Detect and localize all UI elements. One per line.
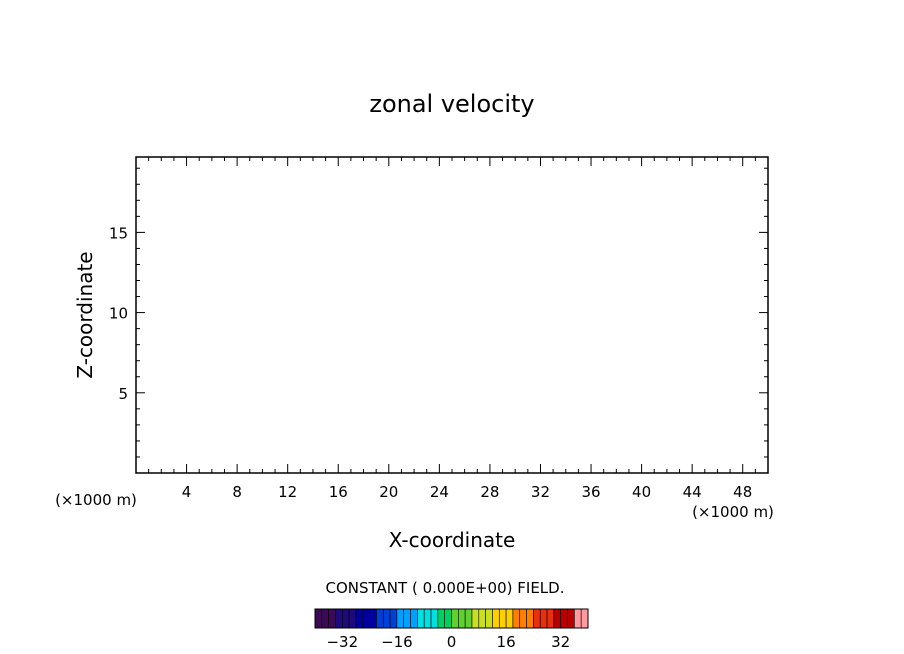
colorbar-cell bbox=[328, 608, 336, 629]
colorbar-cell bbox=[410, 608, 418, 629]
colorbar-cell bbox=[546, 608, 555, 629]
colorbar-cell bbox=[423, 608, 432, 629]
colorbar-cell bbox=[492, 608, 500, 629]
colorbar-cell bbox=[403, 608, 411, 629]
x-tick-label: 36 bbox=[581, 483, 600, 501]
colorbar-tick-label: 32 bbox=[551, 633, 570, 651]
x-tick-label: 48 bbox=[733, 483, 752, 501]
colorbar-cell bbox=[471, 608, 480, 629]
colorbar-tick-label: −16 bbox=[381, 633, 413, 651]
x-tick-label: 20 bbox=[379, 483, 398, 501]
colorbar-cell bbox=[389, 608, 398, 629]
y-tick-label: 5 bbox=[118, 385, 128, 403]
colorbar-cell bbox=[464, 608, 473, 629]
colorbar bbox=[314, 608, 589, 629]
colorbar-cell bbox=[362, 608, 370, 629]
x-tick-label: 4 bbox=[182, 483, 192, 501]
colorbar-cell bbox=[553, 608, 561, 629]
plot-area bbox=[135, 156, 769, 474]
x-tick-label: 40 bbox=[632, 483, 651, 501]
colorbar-cell bbox=[560, 608, 568, 629]
colorbar-tick-label: 0 bbox=[447, 633, 457, 651]
x-tick-label: 24 bbox=[430, 483, 449, 501]
x-tick-label: 16 bbox=[329, 483, 348, 501]
chart-title: zonal velocity bbox=[369, 90, 534, 118]
x-tick-label: 12 bbox=[278, 483, 297, 501]
x-tick-label: 8 bbox=[232, 483, 242, 501]
colorbar-cell bbox=[505, 608, 514, 629]
y-axis-label: Z-coordinate bbox=[73, 251, 97, 378]
colorbar-cell bbox=[567, 608, 575, 629]
colorbar-cell bbox=[458, 608, 466, 629]
colorbar-cell bbox=[348, 608, 357, 629]
colorbar-cell bbox=[437, 608, 445, 629]
colorbar-cell bbox=[335, 608, 343, 629]
y-tick-label: 15 bbox=[109, 224, 128, 242]
colorbar-tick-label: 16 bbox=[497, 633, 516, 651]
colorbar-cell bbox=[533, 608, 541, 629]
colorbar-cell bbox=[451, 608, 459, 629]
x-axis-ticks bbox=[148, 157, 756, 473]
colorbar-cell bbox=[321, 608, 329, 629]
colorbar-cell bbox=[478, 608, 486, 629]
colorbar-cell bbox=[512, 608, 521, 629]
colorbar-cell bbox=[369, 608, 377, 629]
colorbar-cell bbox=[574, 608, 582, 629]
colorbar-cell bbox=[430, 608, 439, 629]
y-axis-tick-labels: 5 10 15 bbox=[109, 224, 128, 402]
x-axis-tick-labels: 4 8 12 16 20 24 28 32 36 40 44 48 bbox=[182, 483, 752, 501]
colorbar-frame bbox=[314, 608, 589, 629]
colorbar-cell bbox=[444, 608, 452, 629]
x-axis-label: X-coordinate bbox=[389, 528, 516, 552]
x-tick-label: 28 bbox=[480, 483, 499, 501]
colorbar-cell bbox=[519, 608, 527, 629]
colorbar-cell bbox=[314, 608, 323, 629]
colorbar-cell bbox=[485, 608, 493, 629]
colorbar-cell bbox=[417, 608, 425, 629]
colorbar-cell bbox=[539, 608, 548, 629]
x-tick-label: 32 bbox=[531, 483, 550, 501]
x-tick-label: 44 bbox=[683, 483, 702, 501]
colorbar-cell bbox=[526, 608, 534, 629]
colorbar-cell bbox=[376, 608, 384, 629]
colorbar-tick-label: −32 bbox=[326, 633, 358, 651]
colorbar-cell bbox=[580, 608, 589, 629]
colorbar-cell bbox=[341, 608, 350, 629]
x-unit-label-left: (×1000 m) bbox=[55, 491, 137, 509]
y-tick-label: 10 bbox=[109, 305, 128, 323]
colorbar-cell bbox=[382, 608, 391, 629]
colorbar-cell bbox=[355, 608, 364, 629]
colorbar-tick-labels: −32 −16 0 16 32 bbox=[326, 633, 570, 651]
colorbar-cell bbox=[498, 608, 507, 629]
constant-field-note: CONSTANT ( 0.000E+00) FIELD. bbox=[326, 579, 565, 597]
colorbar-cell bbox=[396, 608, 405, 629]
x-unit-label-right: (×1000 m) bbox=[692, 503, 774, 521]
y-axis-ticks bbox=[136, 167, 768, 458]
